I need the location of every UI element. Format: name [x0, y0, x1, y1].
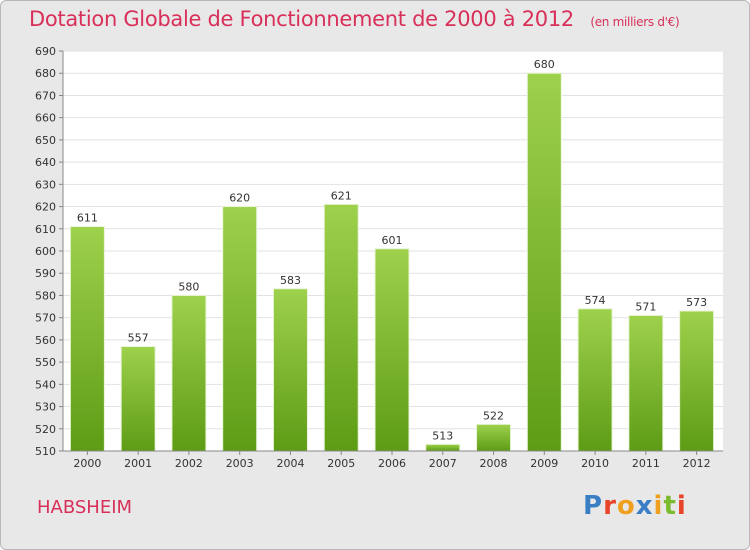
city-name: HABSHEIM	[37, 497, 133, 518]
logo-letter: r	[603, 491, 617, 521]
y-tick-label: 670	[35, 89, 56, 102]
bar-2000	[69, 226, 105, 452]
y-tick-label: 590	[35, 267, 56, 280]
logo-letter: P	[583, 491, 604, 521]
bar-2003	[222, 206, 258, 452]
data-label-2000: 611	[77, 212, 98, 225]
data-label-2012: 573	[686, 296, 707, 309]
data-label-2007: 513	[432, 429, 453, 442]
data-label-2002: 580	[178, 280, 199, 293]
data-label-2001: 557	[128, 332, 149, 345]
logo-letter: i	[653, 491, 664, 521]
bar-2005	[323, 203, 359, 452]
data-label-2010: 574	[585, 294, 606, 307]
bar-2007	[425, 443, 461, 452]
y-tick-label: 620	[35, 201, 56, 214]
data-label-2004: 583	[280, 274, 301, 287]
bar-2009	[526, 72, 562, 452]
x-tick-label-2002: 2002	[175, 457, 203, 470]
x-tick-label-2010: 2010	[581, 457, 609, 470]
data-label-2008: 522	[483, 409, 504, 422]
y-tick-label: 610	[35, 223, 56, 236]
data-label-2006: 601	[382, 234, 403, 247]
bar-2012	[679, 310, 715, 452]
data-label-2003: 620	[229, 192, 250, 205]
y-tick-label: 540	[35, 378, 56, 391]
y-tick-label: 530	[35, 401, 56, 414]
x-tick-label-2006: 2006	[378, 457, 406, 470]
y-tick-label: 660	[35, 112, 56, 125]
chart-title-text: Dotation Globale de Fonctionnement de 20…	[29, 7, 574, 31]
x-tick-label-2011: 2011	[632, 457, 660, 470]
logo-letter: i	[676, 491, 687, 521]
y-tick-label: 630	[35, 178, 56, 191]
x-tick-label-2003: 2003	[226, 457, 254, 470]
bar-2010	[577, 308, 613, 452]
logo-letter: t	[663, 491, 677, 521]
bar-2002	[171, 294, 207, 452]
y-tick-label: 600	[35, 245, 56, 258]
logo-letter: x	[635, 491, 654, 521]
data-label-2011: 571	[635, 300, 656, 313]
chart-subtitle: (en milliers d'€)	[590, 15, 680, 29]
logo-letter: o	[616, 491, 636, 521]
data-label-2009: 680	[534, 58, 555, 71]
x-tick-label-2001: 2001	[124, 457, 152, 470]
y-tick-label: 650	[35, 134, 56, 147]
proxiti-logo: Proxiti	[583, 491, 687, 521]
chart-title: Dotation Globale de Fonctionnement de 20…	[29, 7, 680, 31]
y-tick-label: 570	[35, 312, 56, 325]
bar-2011	[628, 314, 664, 452]
bar-2006	[374, 248, 410, 452]
bar-2004	[272, 288, 308, 452]
y-tick-label: 690	[35, 45, 56, 58]
y-tick-label: 580	[35, 289, 56, 302]
x-tick-label-2012: 2012	[683, 457, 711, 470]
x-tick-label-2004: 2004	[276, 457, 304, 470]
y-tick-label: 680	[35, 67, 56, 80]
y-tick-label: 550	[35, 356, 56, 369]
x-tick-label-2007: 2007	[429, 457, 457, 470]
bar-2001	[120, 346, 156, 452]
y-tick-label: 510	[35, 445, 56, 458]
data-label-2005: 621	[331, 189, 352, 202]
y-tick-label: 520	[35, 423, 56, 436]
x-tick-label-2005: 2005	[327, 457, 355, 470]
bar-2008	[476, 423, 512, 452]
x-tick-label-2000: 2000	[73, 457, 101, 470]
x-tick-label-2009: 2009	[530, 457, 558, 470]
y-tick-label: 640	[35, 156, 56, 169]
x-tick-label-2008: 2008	[480, 457, 508, 470]
y-tick-label: 560	[35, 334, 56, 347]
